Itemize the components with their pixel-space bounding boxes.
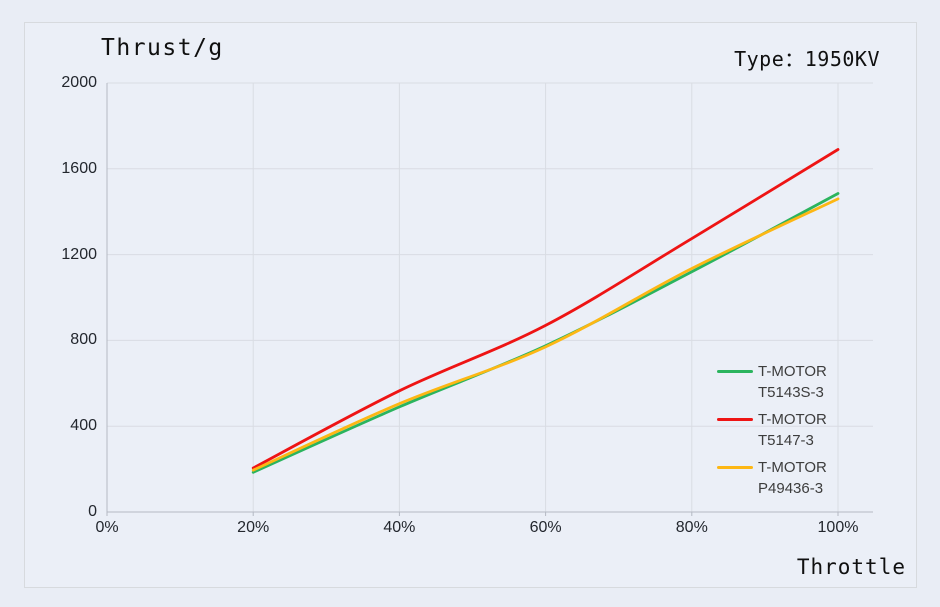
series-line-t-motor-t5147-3 — [251, 148, 840, 470]
legend-item: T-MOTOR P49436-3 — [717, 457, 827, 499]
y-tick-label: 800 — [70, 331, 97, 349]
legend-label: T-MOTOR P49436-3 — [758, 459, 827, 497]
x-tick-label: 60% — [529, 519, 562, 536]
y-tick-label: 1600 — [61, 159, 97, 177]
chart-panel: Thrust/g Type：1950KV 0 400 800 1200 1600 2000… — [24, 22, 917, 588]
x-tick-label: 20% — [237, 519, 270, 536]
x-tick-label: 40% — [383, 519, 416, 536]
y-tick-label: 400 — [70, 417, 97, 435]
chart-title: Thrust/g — [101, 35, 224, 61]
legend-label: T-MOTOR T5147-3 — [758, 411, 827, 449]
motor-type-label: Type：1950KV — [734, 47, 880, 71]
legend-swatch — [717, 418, 753, 421]
y-tick-label: 2000 — [61, 74, 97, 91]
plot-area — [106, 82, 873, 516]
y-tick-label: 0 — [88, 503, 97, 520]
y-tick-label: 1200 — [61, 245, 97, 263]
x-tick-label: 0% — [95, 519, 119, 536]
series-line-t-motor-p49436-3 — [251, 197, 840, 472]
legend-swatch — [717, 466, 753, 469]
x-tick-label: 80% — [675, 519, 708, 536]
legend-item: T-MOTOR T5143S-3 — [717, 361, 827, 403]
legend: T-MOTOR T5143S-3 T-MOTOR T5147-3 T-MOTOR P494… — [717, 361, 827, 505]
legend-label: T-MOTOR T5143S-3 — [758, 363, 827, 401]
x-axis-title: Throttle — [796, 555, 906, 579]
x-tick-label: 100% — [817, 519, 859, 536]
legend-swatch — [717, 370, 753, 373]
legend-item: T-MOTOR T5147-3 — [717, 409, 827, 451]
